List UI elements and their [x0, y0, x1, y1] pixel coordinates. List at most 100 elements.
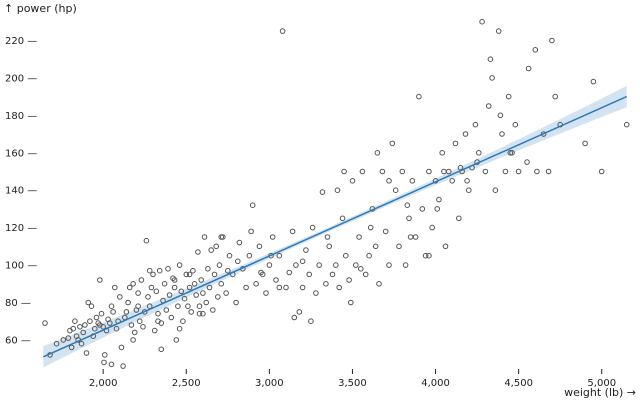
data-point: [316, 262, 323, 268]
data-point: [389, 140, 396, 147]
data-point: [545, 168, 552, 175]
data-point: [235, 258, 241, 265]
data-point: [442, 243, 449, 250]
y-tick-label: 200 —: [5, 73, 37, 84]
data-point: [243, 284, 249, 291]
data-point: [289, 228, 296, 235]
data-point: [233, 299, 239, 306]
data-point: [291, 314, 298, 321]
data-point: [299, 258, 306, 265]
regression-line-layer: [43, 95, 627, 358]
data-point: [497, 112, 504, 119]
data-point: [200, 310, 206, 317]
data-point: [155, 310, 161, 317]
data-point: [502, 168, 509, 175]
data-point: [102, 352, 108, 358]
data-point: [296, 309, 303, 315]
data-point: [399, 168, 406, 175]
data-point: [60, 337, 67, 343]
data-point: [319, 189, 326, 195]
data-point: [358, 266, 364, 272]
data-point: [379, 168, 386, 175]
data-point: [346, 277, 352, 283]
data-point: [374, 150, 381, 156]
data-point: [201, 234, 208, 240]
data-point: [163, 307, 170, 313]
data-point: [366, 252, 372, 259]
data-point: [386, 178, 392, 184]
data-point: [283, 284, 289, 291]
data-point: [148, 284, 155, 291]
data-point: [313, 290, 319, 296]
data-point: [198, 277, 204, 283]
data-point: [120, 363, 126, 369]
y-tick-label: 120 —: [5, 223, 37, 234]
x-axis-label: weight (lb) →: [564, 386, 636, 399]
data-point: [85, 299, 91, 306]
data-point: [216, 262, 223, 268]
data-point: [108, 361, 115, 368]
regression-line: [43, 95, 627, 358]
data-point: [343, 252, 349, 259]
data-point: [205, 266, 211, 272]
data-point: [276, 252, 283, 259]
data-point: [156, 267, 163, 274]
x-tick-label: 4,000: [421, 378, 450, 389]
data-point: [248, 228, 254, 235]
data-point: [161, 281, 168, 287]
data-point: [534, 168, 540, 175]
data-point: [286, 269, 293, 276]
data-point: [348, 299, 354, 306]
data-point: [341, 168, 347, 175]
y-tick-label: 180 —: [5, 111, 37, 122]
data-point: [376, 281, 382, 287]
data-point: [362, 271, 369, 278]
data-point: [196, 310, 203, 317]
data-point: [206, 284, 213, 291]
data-point: [396, 243, 402, 250]
data-point: [303, 247, 309, 253]
data-point: [135, 290, 141, 296]
x-tick-label: 3,500: [338, 378, 367, 389]
data-point: [158, 346, 165, 353]
data-point: [131, 329, 138, 336]
data-point: [236, 239, 243, 246]
data-point: [515, 168, 522, 175]
data-point: [108, 303, 115, 310]
data-point: [339, 215, 346, 222]
data-point: [436, 196, 442, 203]
data-point: [135, 303, 141, 310]
data-point: [117, 294, 123, 300]
data-point: [97, 277, 103, 283]
data-point: [507, 150, 514, 156]
data-point: [464, 178, 470, 184]
data-point: [299, 284, 306, 291]
data-point: [334, 187, 341, 193]
data-point: [208, 247, 214, 253]
data-point: [88, 303, 95, 310]
data-point: [249, 202, 256, 208]
data-point: [82, 322, 88, 328]
data-point: [336, 284, 343, 291]
data-point: [101, 359, 107, 366]
data-point: [452, 140, 459, 147]
data-point: [165, 266, 171, 272]
data-point: [80, 329, 86, 336]
data-point: [130, 281, 136, 287]
data-point: [171, 277, 178, 283]
y-tick-label: 80 —: [5, 298, 31, 309]
data-point: [269, 234, 276, 240]
data-point: [203, 299, 209, 306]
data-point: [509, 150, 515, 156]
data-point: [476, 150, 482, 156]
data-point: [113, 325, 120, 332]
data-point: [495, 28, 502, 34]
data-point: [512, 121, 519, 128]
data-point: [226, 252, 233, 259]
data-point: [353, 262, 359, 268]
data-point: [183, 271, 190, 278]
data-point: [150, 271, 156, 278]
data-point: [367, 224, 374, 231]
data-point: [53, 340, 60, 347]
